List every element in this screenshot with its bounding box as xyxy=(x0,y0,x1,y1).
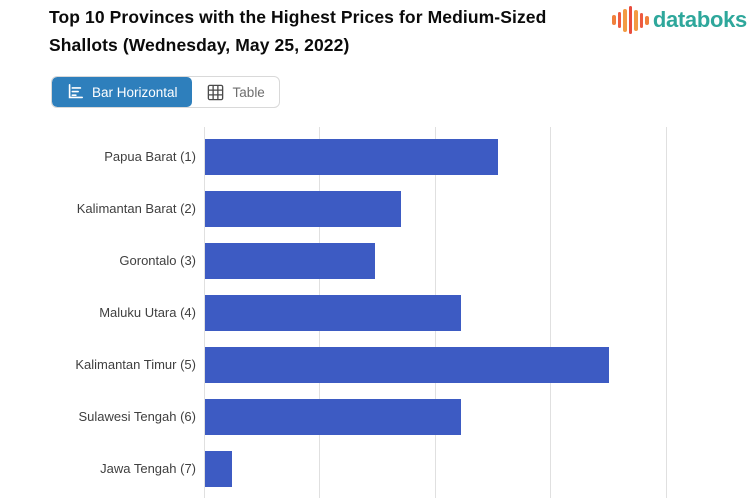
bar-maluku-utara-4[interactable] xyxy=(205,295,461,331)
view-toggle: Bar Horizontal Table xyxy=(51,76,280,108)
x-gridline xyxy=(203,127,205,498)
category-label: Sulawesi Tengah (6) xyxy=(78,409,196,424)
logo-bar xyxy=(634,9,638,31)
bar-papua-barat-1[interactable] xyxy=(205,139,498,175)
bar-gorontalo-3[interactable] xyxy=(205,243,375,279)
bar-kalimantan-barat-2[interactable] xyxy=(205,191,401,227)
logo-bar xyxy=(612,15,616,25)
databoks-pulse-bars-icon xyxy=(612,5,649,35)
bar-kalimantan-timur-5[interactable] xyxy=(205,347,609,383)
table-button[interactable]: Table xyxy=(192,77,279,107)
bar-horizontal-chart-icon xyxy=(66,83,84,101)
category-label: Kalimantan Timur (5) xyxy=(75,357,196,372)
x-gridline xyxy=(550,127,551,498)
category-label: Jawa Tengah (7) xyxy=(100,461,196,476)
page-title: Top 10 Provinces with the Highest Prices… xyxy=(49,7,547,55)
bar-sulawesi-tengah-6[interactable] xyxy=(205,399,461,435)
logo-bar xyxy=(617,12,622,28)
logo-bar xyxy=(628,6,633,34)
bar-jawa-tengah-7[interactable] xyxy=(205,451,232,487)
logo-bar xyxy=(639,12,644,28)
category-label: Gorontalo (3) xyxy=(119,253,196,268)
bar-horizontal-button[interactable]: Bar Horizontal xyxy=(52,77,192,107)
logo-bar xyxy=(623,8,627,32)
category-label: Kalimantan Barat (2) xyxy=(76,201,196,216)
logo-bar xyxy=(645,15,649,25)
chart-area: Papua Barat (1) Kalimantan Barat (2) Goron… xyxy=(0,127,753,498)
x-gridline xyxy=(665,127,667,498)
category-label: Papua Barat (1) xyxy=(104,149,196,164)
databoks-logo[interactable]: databoks xyxy=(612,5,747,35)
table-grid-icon xyxy=(206,83,225,102)
category-label: Maluku Utara (4) xyxy=(99,305,196,320)
bar-horizontal-button-label: Bar Horizontal xyxy=(92,84,178,100)
databoks-logo-text: databoks xyxy=(652,7,747,32)
table-button-label: Table xyxy=(232,84,265,100)
